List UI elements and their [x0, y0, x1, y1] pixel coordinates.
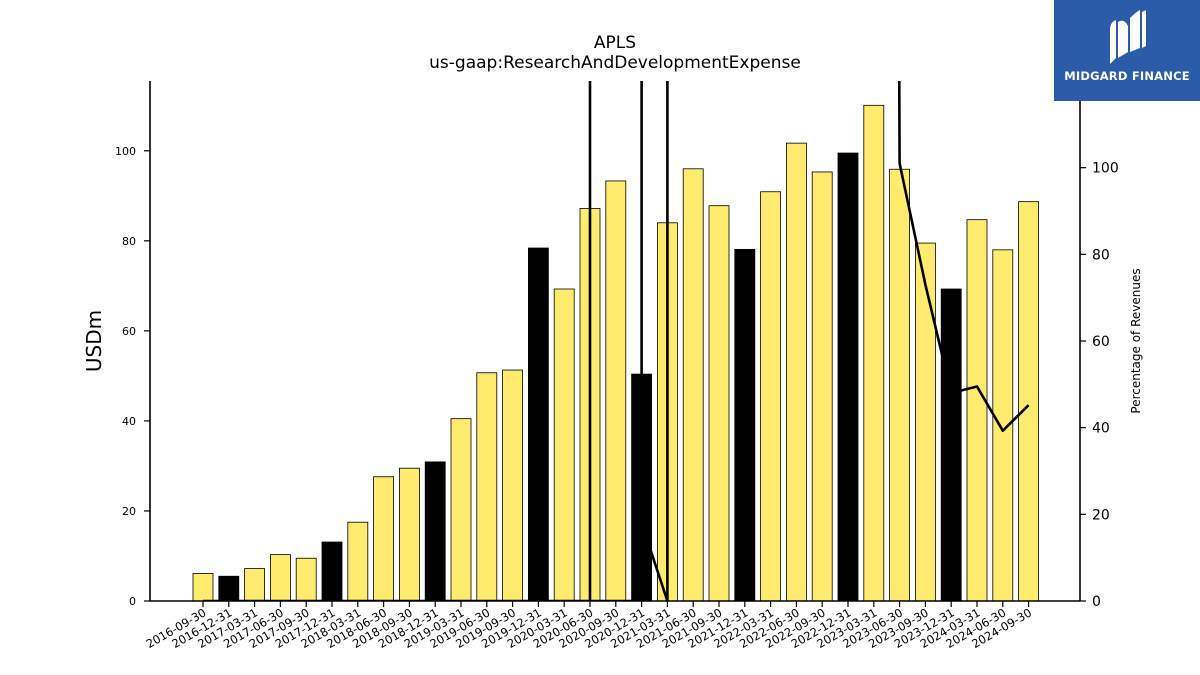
- y-tick-label: 20: [122, 505, 136, 518]
- y-tick-label: 40: [122, 415, 136, 428]
- logo: MIDGARD FINANCE: [1054, 0, 1200, 101]
- bar-2018-06-30: [373, 476, 395, 602]
- bar-2021-09-30: [708, 205, 730, 602]
- bar-2021-06-30: [682, 168, 704, 602]
- bar-2019-03-31: [450, 418, 472, 602]
- bar-2018-09-30: [398, 467, 420, 602]
- bar-2021-12-31: [734, 248, 756, 602]
- bar-2020-03-31: [553, 288, 575, 602]
- bar-2020-09-30: [605, 180, 627, 602]
- y-right-tick-label: 20: [1092, 507, 1110, 523]
- bar-2022-06-30: [786, 142, 807, 602]
- bars: [192, 104, 1039, 602]
- bar-2017-12-31: [321, 541, 343, 602]
- y-right-tick-label: 40: [1092, 421, 1110, 437]
- y-right-tick-label: 60: [1092, 334, 1110, 350]
- y-right-tick-label: 0: [1092, 594, 1101, 610]
- bar-2016-12-31: [218, 575, 240, 602]
- bar-2023-12-31: [940, 288, 962, 602]
- y-axis-right-label: Percentage of Revenues: [1129, 268, 1143, 413]
- bar-2017-06-30: [269, 554, 291, 602]
- line-segment-3: [897, 81, 1030, 433]
- line-layer: [203, 81, 1030, 601]
- logo-text: MIDGARD FINANCE: [1064, 69, 1190, 83]
- bar-2019-06-30: [476, 372, 498, 602]
- bar-2017-03-31: [244, 568, 266, 602]
- y-axis-label: USDm: [82, 310, 106, 372]
- bar-2018-03-31: [347, 521, 369, 602]
- y-tick-label: 80: [122, 235, 136, 248]
- bar-2023-03-31: [863, 104, 885, 602]
- y-right-tick-label: 80: [1092, 247, 1110, 263]
- bar-2022-09-30: [811, 171, 833, 602]
- bar-2023-06-30: [889, 168, 910, 602]
- bar-2019-09-30: [502, 369, 524, 602]
- bar-2017-09-30: [295, 557, 317, 602]
- y-tick-label: 100: [115, 145, 136, 158]
- y-tick-label: 0: [129, 595, 136, 608]
- chart-subtitle: us-gaap:ResearchAndDevelopmentExpense: [429, 53, 801, 73]
- bar-2024-09-30: [1018, 201, 1039, 602]
- bar-2022-12-31: [837, 152, 859, 602]
- bar-2023-09-30: [915, 242, 936, 602]
- bar-2024-03-31: [966, 219, 988, 602]
- bar-2016-09-30: [192, 573, 214, 602]
- y-right-tick-label: 100: [1092, 161, 1119, 177]
- midgard-logo-icon: [1110, 10, 1146, 64]
- bar-2019-12-31: [528, 247, 549, 602]
- y-tick-label: 60: [122, 325, 136, 338]
- line-segment-2: [640, 81, 669, 601]
- chart-title: APLS: [594, 33, 636, 53]
- bar-2022-03-31: [760, 191, 781, 602]
- bar-2018-12-31: [424, 461, 446, 602]
